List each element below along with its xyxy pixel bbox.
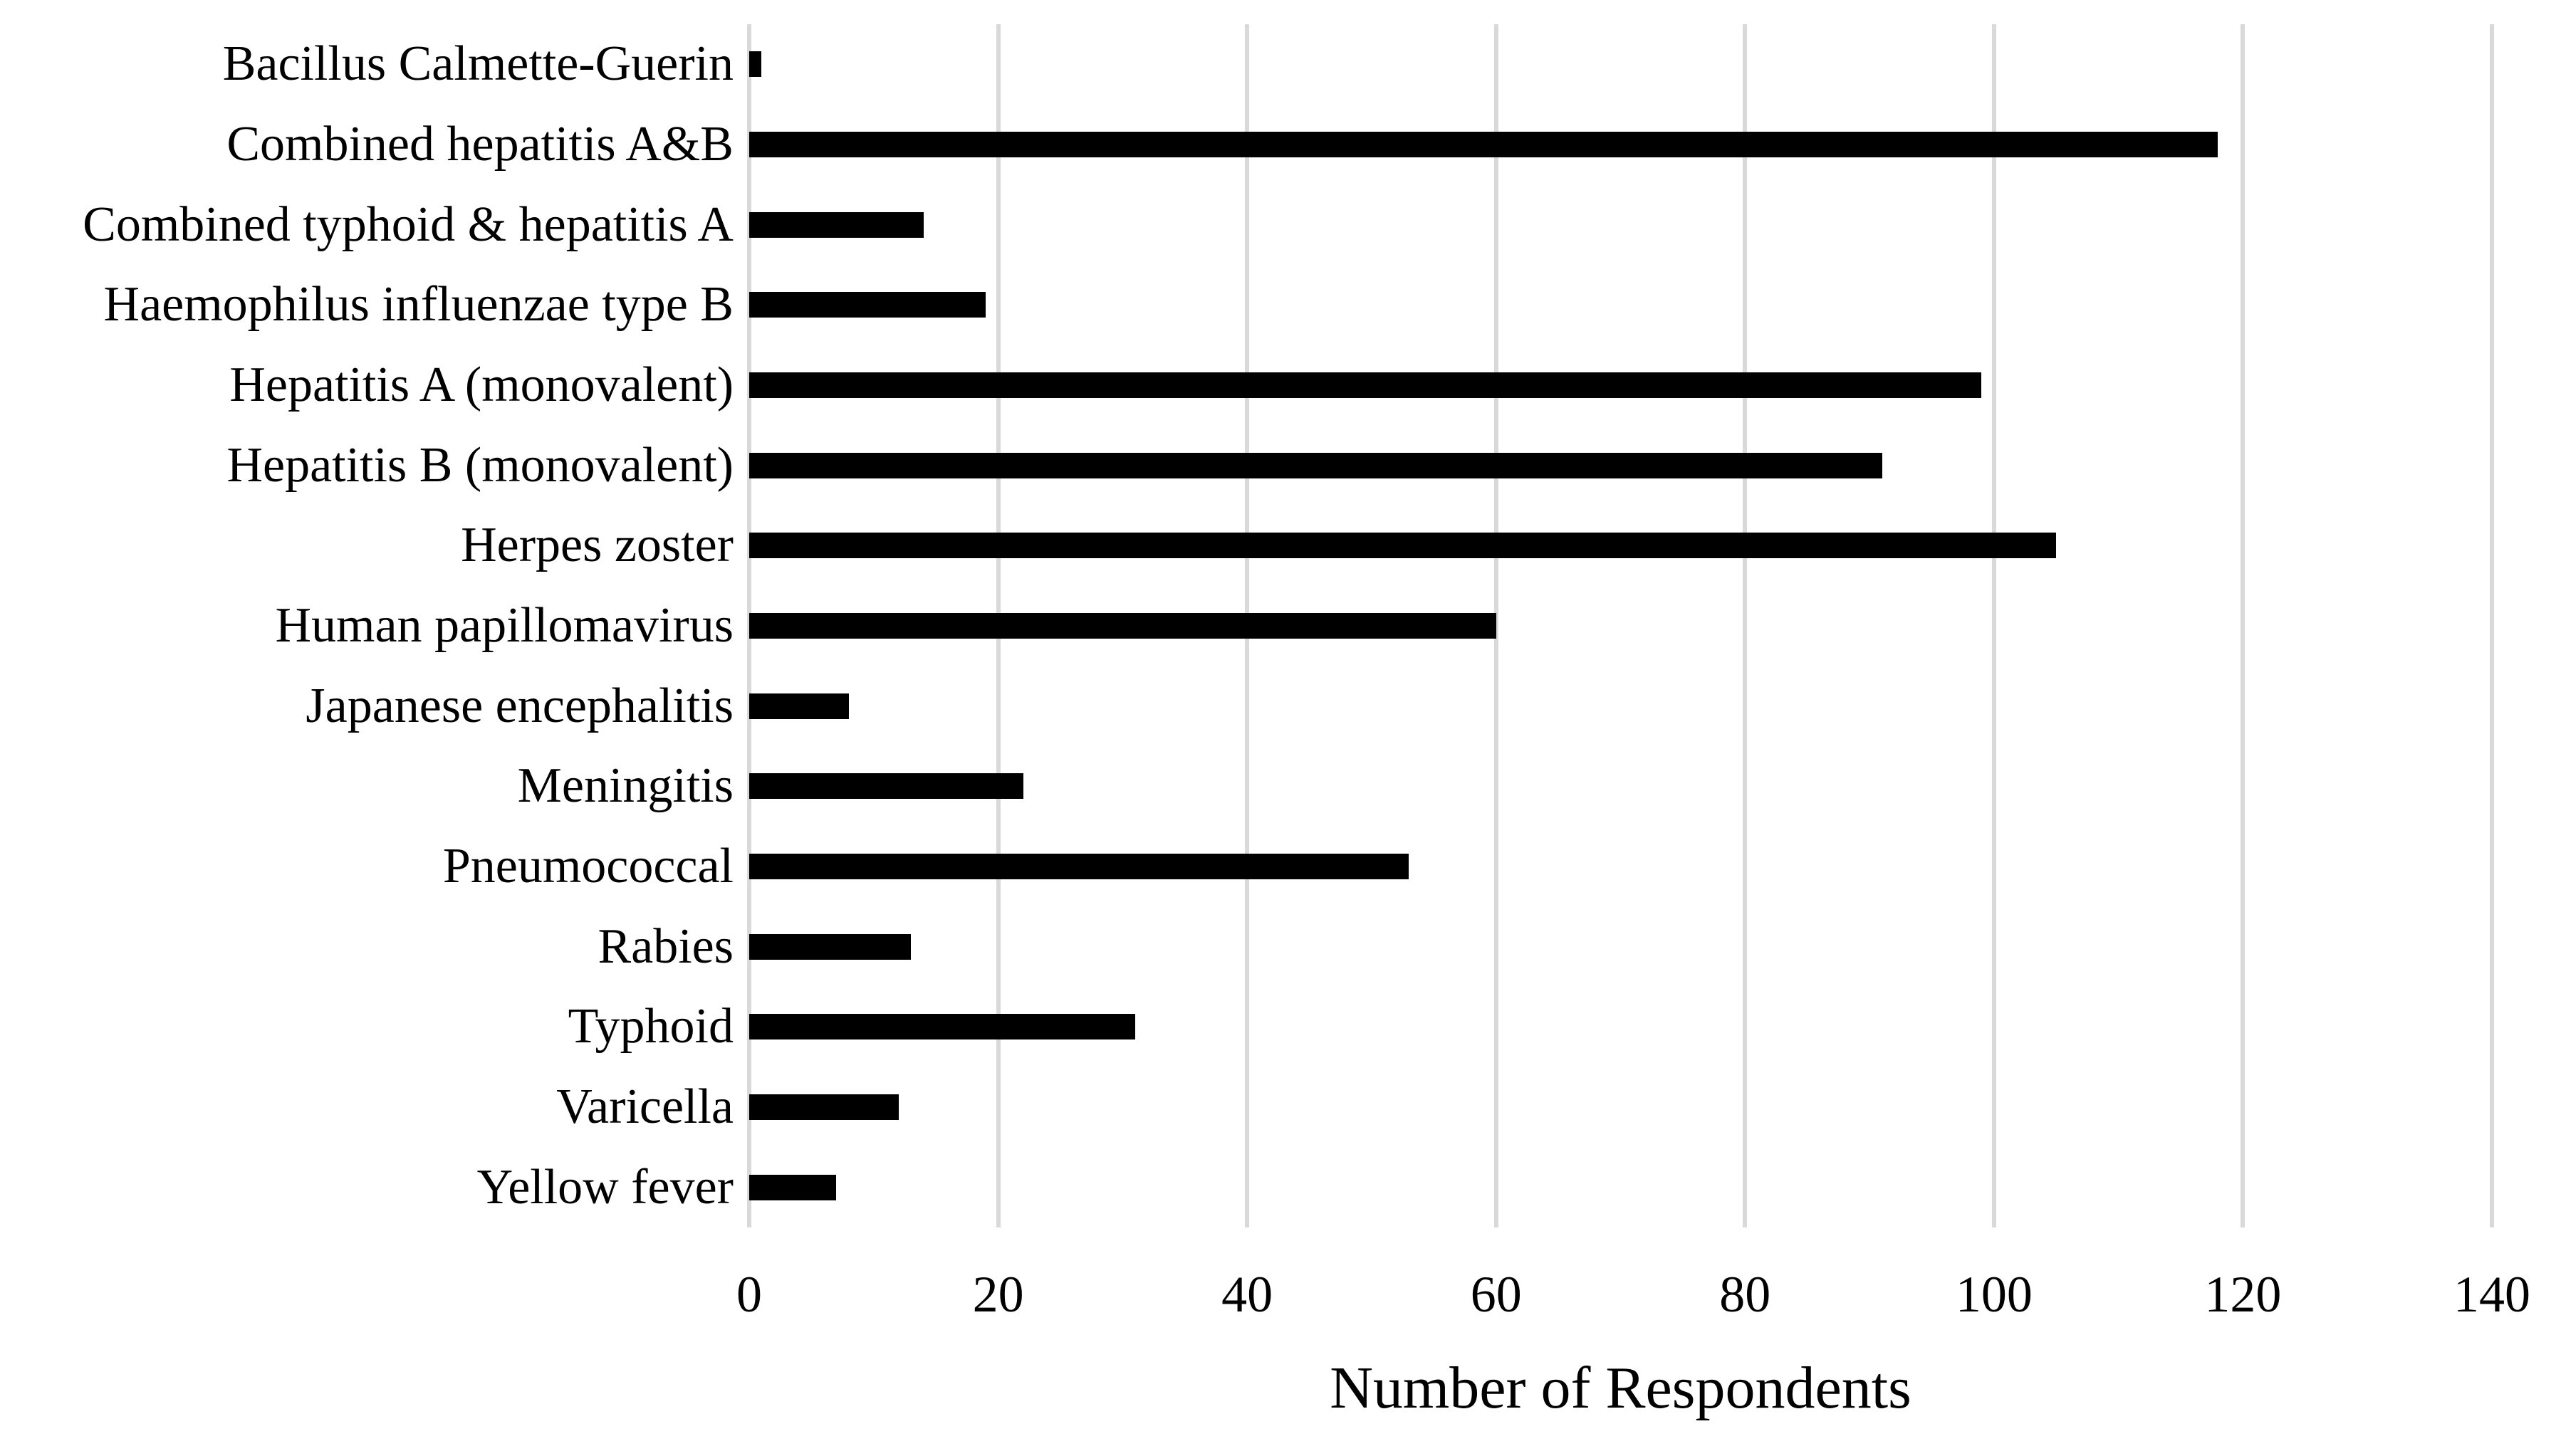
bar-row	[749, 345, 2492, 426]
bar	[749, 933, 912, 960]
bar	[749, 292, 986, 318]
x-axis-title: Number of Respondents	[1330, 1355, 1911, 1421]
bar	[749, 533, 2057, 559]
x-tick-label: 0	[736, 1266, 762, 1323]
bar-row	[749, 105, 2492, 185]
gridline-80	[1743, 24, 1748, 1227]
category-label: Pneumococcal	[442, 839, 734, 894]
x-tick-label: 60	[1470, 1266, 1522, 1323]
gridline-100	[1991, 24, 1996, 1227]
x-tick-label: 120	[2204, 1266, 2282, 1323]
bar-series	[749, 24, 2492, 1227]
bar	[749, 1094, 899, 1121]
bar	[749, 613, 1496, 639]
x-tick-label: 140	[2453, 1266, 2530, 1323]
category-label: Herpes zoster	[461, 518, 734, 573]
bar-row	[749, 906, 2492, 987]
gridline-140	[2490, 24, 2494, 1227]
bar	[749, 211, 924, 238]
category-label: Japanese encephalitis	[306, 678, 734, 733]
gridline-120	[2241, 24, 2245, 1227]
category-label: Hepatitis A (monovalent)	[229, 357, 734, 413]
bar-row	[749, 586, 2492, 666]
category-label: Human papillomavirus	[275, 598, 734, 654]
bar-row	[749, 506, 2492, 586]
category-label: Meningitis	[517, 758, 734, 814]
bar	[749, 854, 1409, 880]
bar-row	[749, 666, 2492, 746]
category-axis: Bacillus Calmette-Guerin Combined hepatit…	[0, 24, 734, 1227]
category-label: Combined hepatitis A&B	[226, 117, 734, 172]
category-label: Rabies	[598, 918, 734, 974]
bar-row	[749, 24, 2492, 105]
x-tick-label: 80	[1719, 1266, 1771, 1323]
bar-row	[749, 1067, 2492, 1148]
category-label: Varicella	[556, 1079, 734, 1135]
gridline-60	[1493, 24, 1498, 1227]
bar	[749, 51, 762, 78]
bar	[749, 693, 849, 719]
x-tick-label: 20	[972, 1266, 1024, 1323]
bar	[749, 1174, 837, 1200]
bar	[749, 132, 2218, 157]
category-label: Hepatitis B (monovalent)	[226, 437, 734, 493]
bar	[749, 372, 1982, 399]
bar	[749, 452, 1882, 478]
category-label: Yellow fever	[476, 1159, 734, 1215]
x-tick-label: 40	[1221, 1266, 1273, 1323]
bar-row	[749, 184, 2492, 265]
x-tick-label: 100	[1955, 1266, 2033, 1323]
category-label: Typhoid	[568, 999, 734, 1054]
x-axis-ticks: 0 20 40 60 80 100 120 140	[736, 1266, 2530, 1340]
bar	[749, 1014, 1135, 1040]
category-label: Combined typhoid & hepatitis A	[83, 197, 734, 252]
plot-area	[747, 24, 2494, 1227]
bar-row	[749, 265, 2492, 345]
bar	[749, 773, 1023, 800]
category-label: Bacillus Calmette-Guerin	[222, 36, 734, 92]
bar-row	[749, 987, 2492, 1067]
bar-row	[749, 1147, 2492, 1227]
bar-row	[749, 746, 2492, 827]
bar-row	[749, 827, 2492, 907]
bar-row	[749, 425, 2492, 506]
category-label: Haemophilus influenzae type B	[103, 277, 734, 332]
